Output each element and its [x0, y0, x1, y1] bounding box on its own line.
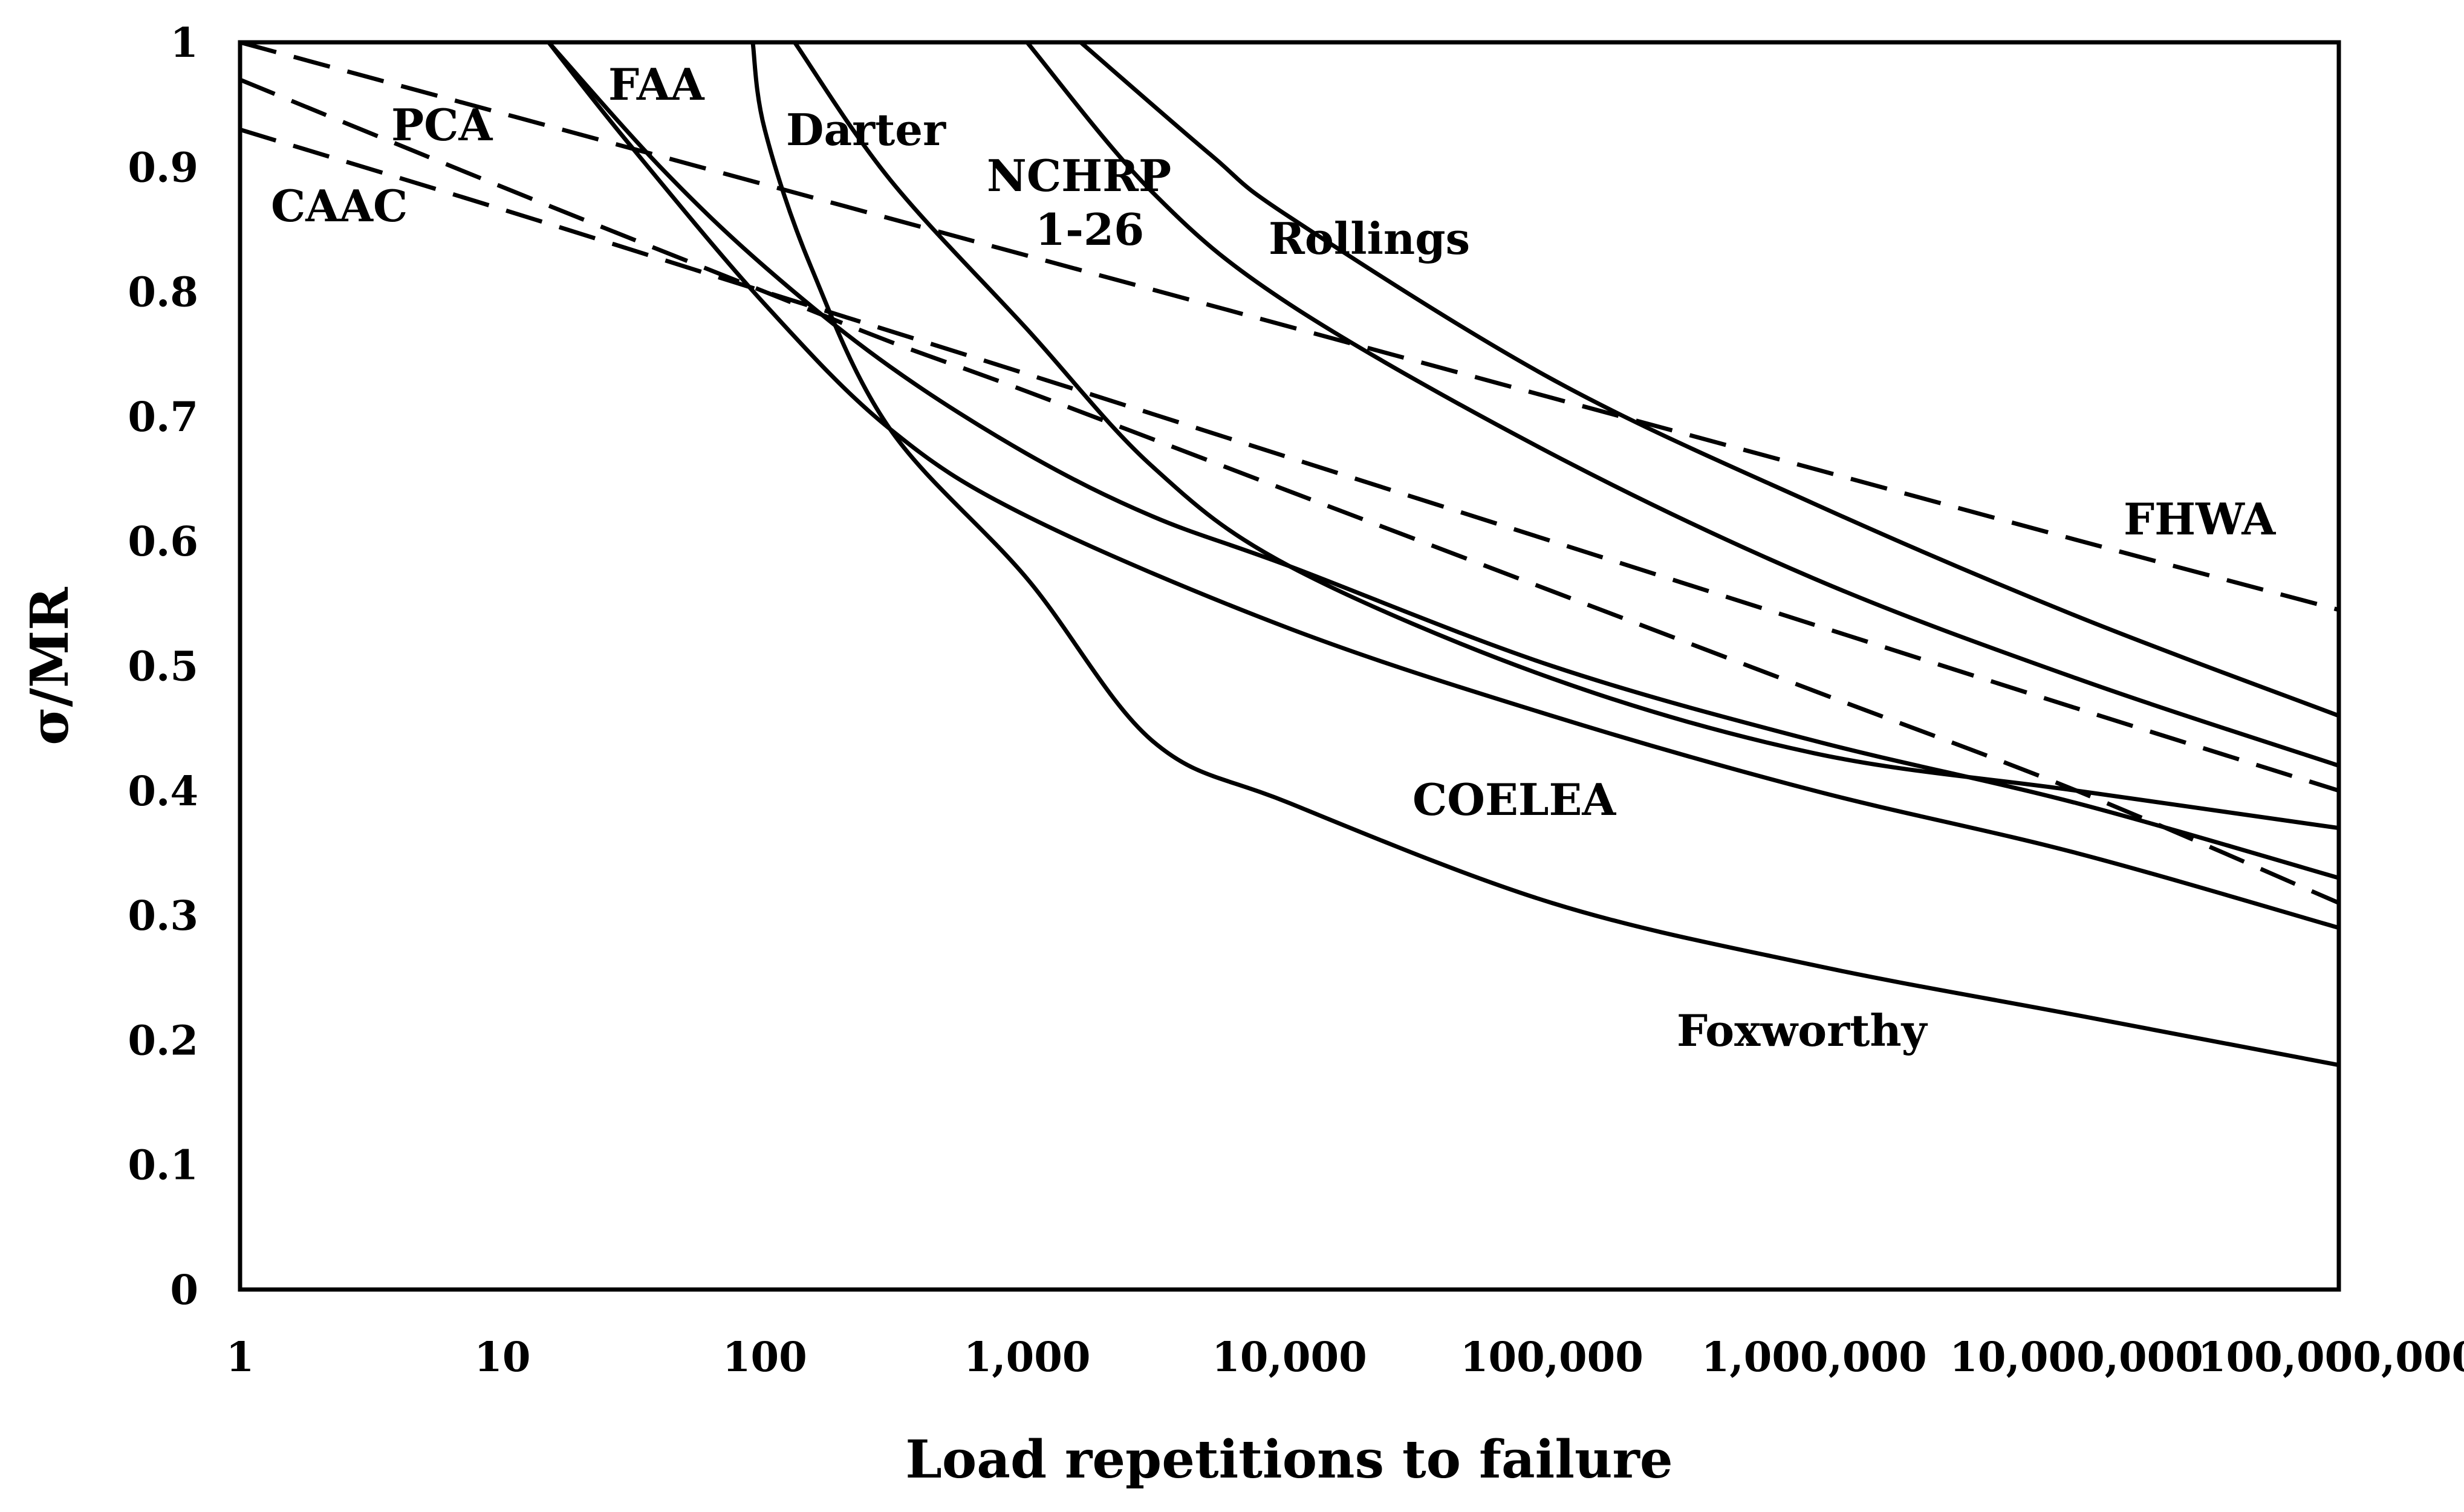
y-tick-label: 0.6: [128, 518, 198, 565]
label-coelea: COELEA: [1412, 774, 1616, 825]
x-tick-label: 1,000,000: [1702, 1333, 1927, 1381]
x-tick-label: 10,000,000: [1949, 1333, 2203, 1381]
label-nchrp-line1: NCHRP: [987, 150, 1171, 201]
label-rollings: Rollings: [1269, 213, 1470, 264]
y-tick-label: 0.8: [128, 268, 198, 316]
tick-layer: 1 10 100 1,000 10,000 100,000 1,000,000 10,000,…: [128, 19, 2464, 1381]
x-tick-label: 100: [723, 1333, 807, 1381]
x-tick-label: 10,000: [1212, 1333, 1367, 1381]
series-line-darter: [750, 42, 2339, 1068]
series-line-rollings: [1079, 42, 2339, 718]
y-tick-label: 0.3: [128, 892, 198, 939]
y-tick-label: 0.2: [128, 1016, 198, 1064]
series-layer: [240, 42, 2339, 1068]
series-line-caac: [240, 128, 2339, 793]
label-fhwa: FHWA: [2124, 493, 2276, 545]
x-tick-label: 1: [226, 1333, 255, 1381]
label-nchrp-line2: 1-26: [1035, 204, 1144, 255]
label-pca: PCA: [391, 99, 493, 151]
y-tick-label: 0: [170, 1266, 198, 1314]
series-line-pca: [240, 77, 2339, 905]
series-line-faa: [547, 42, 2339, 930]
plot-background: [240, 42, 2339, 1290]
series-line-foxworthy: [793, 42, 2339, 831]
label-faa: FAA: [608, 59, 705, 110]
x-axis-title: Load repetitions to failure: [905, 1429, 1672, 1490]
label-darter: Darter: [786, 104, 946, 155]
y-tick-label: 0.1: [128, 1141, 198, 1189]
y-tick-label: 0.4: [128, 767, 198, 815]
plot-frame: [238, 40, 2341, 1292]
y-tick-label: 0.9: [128, 143, 198, 191]
label-foxworthy: Foxworthy: [1677, 1005, 1928, 1056]
label-caac: CAAC: [271, 180, 408, 232]
y-tick-label: 0.5: [128, 643, 198, 690]
series-line-fhwa: [240, 42, 2339, 612]
x-tick-label: 100,000,000: [2198, 1333, 2464, 1381]
x-tick-label: 100,000: [1460, 1333, 1643, 1381]
y-axis-title: σ/MR: [19, 587, 80, 745]
y-tick-label: 1: [170, 19, 198, 67]
y-tick-label: 0.7: [128, 393, 198, 441]
series-line-nchrp-1-26: [1025, 42, 2339, 768]
x-tick-label: 1,000: [964, 1333, 1091, 1381]
x-tick-label: 10: [474, 1333, 530, 1381]
